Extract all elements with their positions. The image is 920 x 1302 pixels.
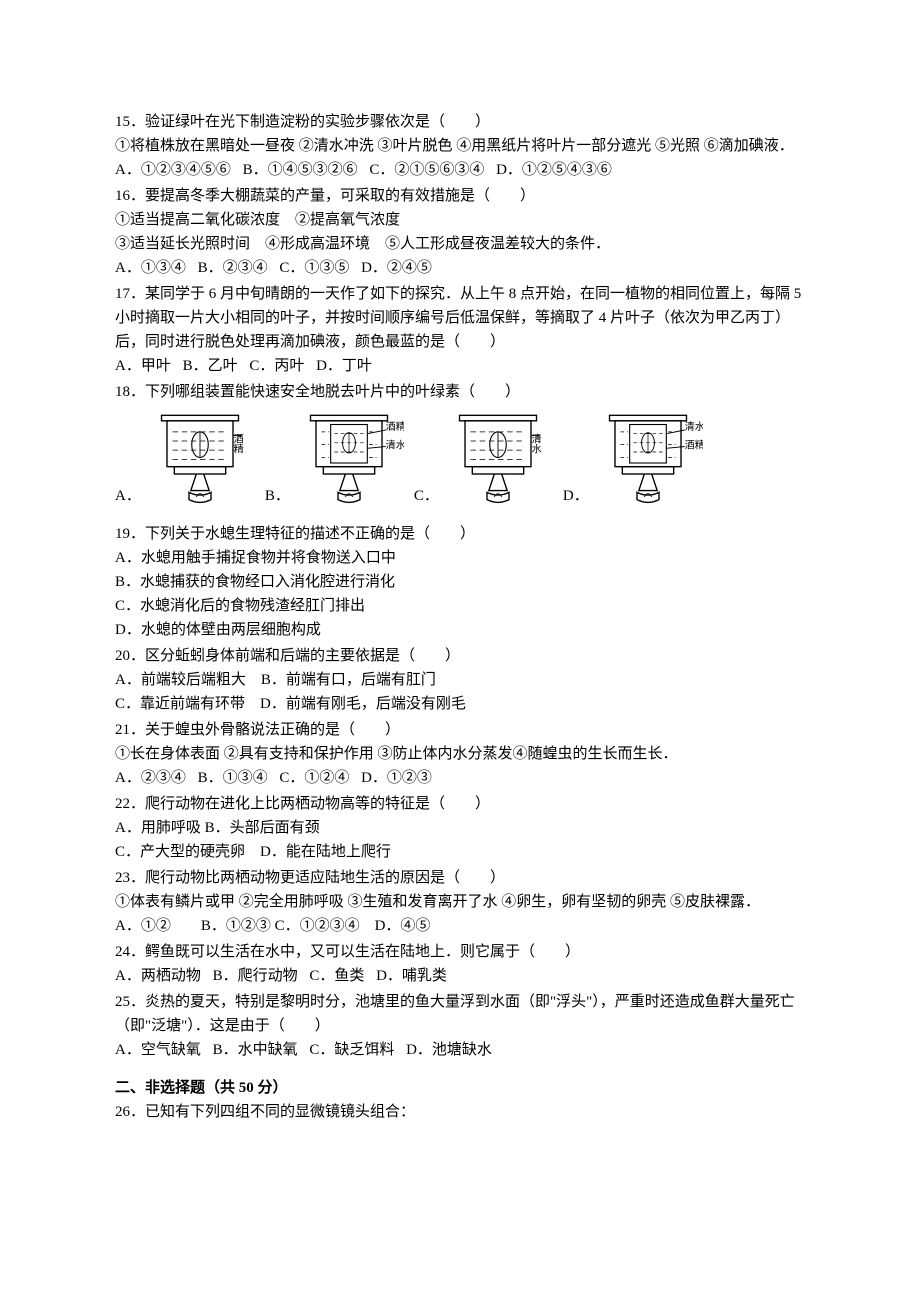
label-d: D． — [563, 484, 589, 508]
diagram-b: B． 酒精 — [265, 408, 404, 518]
q22-line1: A．用肺呼吸 B．头部后面有颈 — [115, 816, 805, 840]
q23-options: A．①② B．①②③ C．①②③④ D．④⑤ — [115, 914, 805, 938]
question-24: 24．鳄鱼既可以生活在水中，又可以生活在陆地上．则它属于（ ） A．两栖动物 B… — [115, 940, 805, 988]
beaker-diagram-a-icon: 酒精 — [145, 408, 255, 518]
svg-text:酒精: 酒精 — [386, 420, 404, 433]
question-20: 20．区分蚯蚓身体前端和后端的主要依据是（ ） A．前端较后端粗大 B．前端有口… — [115, 644, 805, 716]
q15-stem: 15．验证绿叶在光下制造淀粉的实验步骤依次是（ ） — [115, 110, 805, 134]
question-18: 18．下列哪组装置能快速安全地脱去叶片中的叶绿素（ ） A． 酒精 — [115, 380, 805, 518]
q19-stem: 19．下列关于水螅生理特征的描述不正确的是（ ） — [115, 522, 805, 546]
q16-options: A．①③④ B．②③④ C．①③⑤ D．②④⑤ — [115, 256, 805, 280]
q21-desc: ①长在身体表面 ②具有支持和保护作用 ③防止体内水分蒸发④随蝗虫的生长而生长． — [115, 742, 805, 766]
q21-stem: 21．关于蝗虫外骨骼说法正确的是（ ） — [115, 718, 805, 742]
section-2-heading: 二、非选择题（共 50 分） — [115, 1076, 805, 1100]
q20-line2: C．靠近前端有环带 D．前端有刚毛，后端没有刚毛 — [115, 692, 805, 716]
q23-stem: 23．爬行动物比两栖动物更适应陆地生活的原因是（ ） — [115, 866, 805, 890]
q19-c: C．水螅消化后的食物残渣经肛门排出 — [115, 594, 805, 618]
diagram-d: D． 清水 — [563, 408, 703, 518]
beaker-diagram-b-icon: 酒精 清水 — [294, 408, 404, 518]
q17-stem: 17．某同学于 6 月中旬晴朗的一天作了如下的探究．从上午 8 点开始，在同一植… — [115, 282, 805, 354]
q20-stem: 20．区分蚯蚓身体前端和后端的主要依据是（ ） — [115, 644, 805, 668]
q26-stem: 26．已知有下列四组不同的显微镜镜头组合： — [115, 1100, 805, 1124]
label-b: B． — [265, 484, 290, 508]
beaker-diagram-d-icon: 清水 酒精 — [593, 408, 703, 518]
q25-stem: 25．炎热的夏天，特别是黎明时分，池塘里的鱼大量浮到水面（即"浮头"），严重时还… — [115, 990, 805, 1038]
q16-stem: 16．要提高冬季大棚蔬菜的产量，可采取的有效措施是（ ） — [115, 184, 805, 208]
question-17: 17．某同学于 6 月中旬晴朗的一天作了如下的探究．从上午 8 点开始，在同一植… — [115, 282, 805, 378]
q17-options: A．甲叶 B．乙叶 C．丙叶 D．丁叶 — [115, 354, 805, 378]
question-19: 19．下列关于水螅生理特征的描述不正确的是（ ） A．水螅用触手捕捉食物并将食物… — [115, 522, 805, 642]
q18-diagrams: A． 酒精 B． — [115, 408, 805, 518]
svg-text:清水: 清水 — [529, 433, 541, 454]
diagram-c: C． 清水 — [414, 408, 553, 518]
q20-line1: A．前端较后端粗大 B．前端有口，后端有肛门 — [115, 668, 805, 692]
q16-desc1: ①适当提高二氧化碳浓度 ②提高氧气浓度 — [115, 208, 805, 232]
question-22: 22．爬行动物在进化上比两栖动物高等的特征是（ ） A．用肺呼吸 B．头部后面有… — [115, 792, 805, 864]
question-23: 23．爬行动物比两栖动物更适应陆地生活的原因是（ ） ①体表有鳞片或甲 ②完全用… — [115, 866, 805, 938]
q19-options: A．水螅用触手捕捉食物并将食物送入口中 B．水螅捕获的食物经口入消化腔进行消化 … — [115, 546, 805, 642]
label-c: C． — [414, 484, 439, 508]
q22-stem: 22．爬行动物在进化上比两栖动物高等的特征是（ ） — [115, 792, 805, 816]
q22-line2: C．产大型的硬壳卵 D．能在陆地上爬行 — [115, 840, 805, 864]
question-21: 21．关于蝗虫外骨骼说法正确的是（ ） ①长在身体表面 ②具有支持和保护作用 ③… — [115, 718, 805, 790]
question-15: 15．验证绿叶在光下制造淀粉的实验步骤依次是（ ） ①将植株放在黑暗处一昼夜 ②… — [115, 110, 805, 182]
svg-text:清水: 清水 — [386, 438, 404, 451]
q25-options: A．空气缺氧 B．水中缺氧 C．缺乏饵料 D．池塘缺水 — [115, 1038, 805, 1062]
label-a: A． — [115, 484, 141, 508]
q21-options: A．②③④ B．①③④ C．①②④ D．①②③ — [115, 766, 805, 790]
q18-stem: 18．下列哪组装置能快速安全地脱去叶片中的叶绿素（ ） — [115, 380, 805, 404]
q19-d: D．水螅的体壁由两层细胞构成 — [115, 618, 805, 642]
diagram-a: A． 酒精 — [115, 408, 255, 518]
question-16: 16．要提高冬季大棚蔬菜的产量，可采取的有效措施是（ ） ①适当提高二氧化碳浓度… — [115, 184, 805, 280]
q15-options: A．①②③④⑤⑥ B．①④⑤③②⑥ C．②①⑤⑥③④ D．①②⑤④③⑥ — [115, 158, 805, 182]
q24-options: A．两栖动物 B．爬行动物 C．鱼类 D．哺乳类 — [115, 964, 805, 988]
q19-b: B．水螅捕获的食物经口入消化腔进行消化 — [115, 570, 805, 594]
svg-text:清水: 清水 — [684, 420, 702, 433]
q15-desc: ①将植株放在黑暗处一昼夜 ②清水冲洗 ③叶片脱色 ④用黑纸片将叶片一部分遮光 ⑤… — [115, 134, 805, 158]
svg-text:酒精: 酒精 — [231, 433, 243, 455]
beaker-diagram-c-icon: 清水 — [443, 408, 553, 518]
q23-desc: ①体表有鳞片或甲 ②完全用肺呼吸 ③生殖和发育离开了水 ④卵生，卵有坚韧的卵壳 … — [115, 890, 805, 914]
svg-text:酒精: 酒精 — [684, 438, 702, 451]
question-25: 25．炎热的夏天，特别是黎明时分，池塘里的鱼大量浮到水面（即"浮头"），严重时还… — [115, 990, 805, 1062]
q16-desc2: ③适当延长光照时间 ④形成高温环境 ⑤人工形成昼夜温差较大的条件． — [115, 232, 805, 256]
q24-stem: 24．鳄鱼既可以生活在水中，又可以生活在陆地上．则它属于（ ） — [115, 940, 805, 964]
question-26: 26．已知有下列四组不同的显微镜镜头组合： — [115, 1100, 805, 1124]
q19-a: A．水螅用触手捕捉食物并将食物送入口中 — [115, 546, 805, 570]
